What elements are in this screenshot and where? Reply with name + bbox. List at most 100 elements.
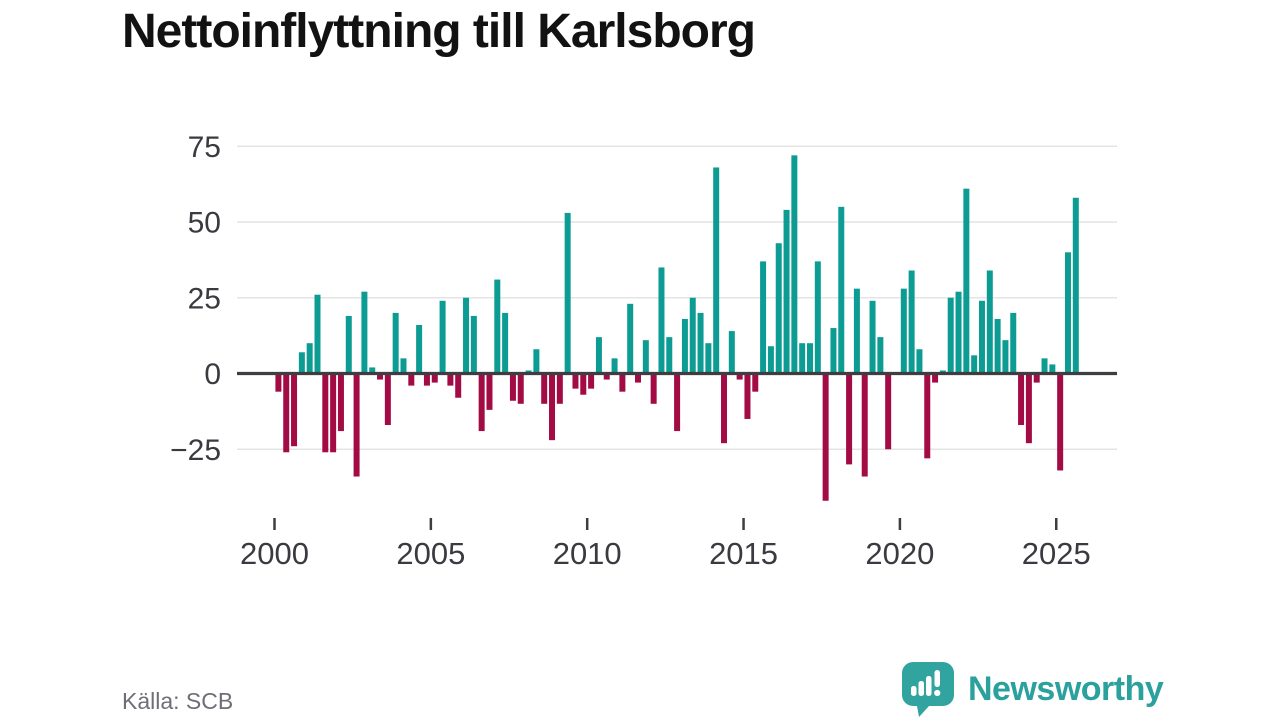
source-label: Källa: SCB — [122, 688, 234, 714]
chart-bar-2012Q1 — [650, 373, 657, 404]
chart-bar-2013Q3 — [697, 312, 704, 374]
chart-bar-2013Q4 — [705, 343, 712, 374]
chart-bar-2023Q2 — [1002, 340, 1009, 374]
chart-bar-2007Q3 — [509, 373, 516, 401]
logo-bar-medium — [918, 681, 924, 696]
chart-bar-2024Q2 — [1033, 373, 1040, 383]
chart-bar-2015Q1 — [744, 373, 751, 419]
chart-bar-2019Q2 — [877, 337, 884, 374]
chart-bar-2001Q3 — [322, 373, 329, 453]
logo-bar-short — [911, 686, 917, 696]
y-axis-label-50: 50 — [188, 207, 221, 240]
chart-bar-2001Q4 — [330, 373, 337, 453]
x-axis-label-2025: 2025 — [1022, 536, 1091, 571]
chart-bar-2011Q1 — [619, 373, 626, 392]
chart-bar-2000Q1 — [275, 373, 282, 392]
chart-bar-2003Q4 — [392, 312, 399, 374]
chart-bar-2009Q1 — [556, 373, 563, 404]
x-axis-label-2010: 2010 — [553, 536, 622, 571]
chart-bar-2024Q1 — [1025, 373, 1032, 444]
x-axis-label-2020: 2020 — [865, 536, 934, 571]
chart-title: Nettoinflyttning till Karlsborg — [122, 5, 756, 58]
chart-bar-2010Q2 — [595, 337, 602, 374]
chart-bar-2020Q3 — [916, 349, 923, 374]
chart-bar-2006Q2 — [470, 315, 477, 374]
chart-bar-2012Q2 — [658, 267, 665, 374]
chart-bar-2016Q3 — [791, 155, 798, 374]
chart-bar-2020Q2 — [908, 270, 915, 374]
chart-bar-2010Q4 — [611, 358, 618, 374]
chart-bar-2024Q4 — [1049, 364, 1056, 374]
chart-bar-2017Q2 — [814, 261, 821, 374]
chart-bar-2000Q3 — [291, 373, 298, 447]
chart-bar-2016Q2 — [783, 209, 790, 374]
chart-bar-2009Q4 — [580, 373, 587, 395]
logo-bar-tall — [926, 676, 932, 696]
chart-bar-2014Q2 — [721, 373, 728, 444]
chart-bar-2006Q4 — [486, 373, 493, 410]
chart-bar-2021Q4 — [955, 291, 962, 374]
chart-bar-2022Q1 — [963, 188, 970, 374]
chart-bar-2006Q1 — [463, 297, 470, 374]
chart-bar-2002Q3 — [353, 373, 360, 477]
chart-bar-2021Q3 — [947, 297, 954, 374]
chart-bar-2011Q3 — [635, 373, 642, 383]
chart-bar-2003Q2 — [377, 373, 384, 380]
chart-bar-2005Q2 — [439, 300, 446, 374]
chart-bar-2010Q3 — [603, 373, 610, 380]
chart-bar-2014Q1 — [713, 167, 720, 374]
y-axis-label-75: 75 — [188, 131, 221, 164]
chart-bar-2018Q2 — [846, 373, 853, 465]
chart-bar-2013Q2 — [689, 297, 696, 374]
chart-bar-2007Q4 — [517, 373, 524, 404]
chart-bar-2004Q2 — [408, 373, 415, 386]
chart-bar-2023Q3 — [1010, 312, 1017, 374]
chart-bar-2014Q4 — [736, 373, 743, 380]
chart-bar-2014Q3 — [728, 331, 735, 374]
chart-bar-2020Q4 — [924, 373, 931, 459]
chart-bar-2025Q1 — [1057, 373, 1064, 471]
chart-bar-2015Q2 — [752, 373, 759, 392]
chart-bar-2002Q2 — [345, 315, 352, 374]
chart-bar-2004Q1 — [400, 358, 407, 374]
chart-bar-2013Q1 — [681, 318, 688, 374]
newsworthy-logo-icon — [902, 662, 954, 717]
chart-bar-2002Q1 — [337, 373, 344, 432]
chart-bar-2017Q3 — [822, 373, 829, 501]
logo-exclamation-stem — [934, 670, 940, 687]
chart-bar-2019Q1 — [869, 300, 876, 374]
chart-bar-2012Q3 — [666, 337, 673, 374]
chart-bar-2018Q4 — [861, 373, 868, 477]
chart-bar-2025Q3 — [1072, 197, 1079, 374]
chart-bar-2008Q4 — [549, 373, 556, 441]
brand-name: Newsworthy — [968, 669, 1164, 708]
chart-bar-2005Q4 — [455, 373, 462, 398]
chart-bar-2016Q1 — [775, 243, 782, 374]
chart-bar-2007Q1 — [494, 279, 501, 374]
chart-bar-2017Q1 — [807, 343, 813, 374]
chart-bar-2022Q3 — [978, 300, 985, 374]
chart-bar-2018Q1 — [838, 206, 845, 374]
y-axis-label--25: −25 — [170, 434, 221, 467]
chart-bar-2015Q3 — [760, 261, 767, 374]
chart-bar-2023Q4 — [1018, 373, 1025, 426]
chart-bar-2020Q1 — [900, 288, 907, 374]
chart-bar-2003Q3 — [384, 373, 391, 426]
chart-bar-2015Q4 — [767, 346, 774, 374]
x-axis-label-2005: 2005 — [396, 536, 465, 571]
chart-bar-2006Q3 — [478, 373, 485, 432]
chart-bar-2008Q3 — [541, 373, 548, 404]
chart-bar-2005Q1 — [431, 373, 438, 383]
chart-bar-2000Q4 — [298, 352, 305, 374]
chart-bar-2004Q3 — [416, 325, 423, 374]
chart-bar-2023Q1 — [994, 318, 1001, 374]
chart-bar-2008Q2 — [533, 349, 540, 374]
chart-bar-2009Q2 — [564, 212, 571, 374]
x-axis-label-2000: 2000 — [240, 536, 309, 571]
chart-bar-2005Q3 — [447, 373, 454, 386]
chart-bar-2024Q3 — [1041, 358, 1048, 374]
chart-bar-2019Q3 — [885, 373, 892, 450]
chart-bar-2007Q2 — [502, 312, 509, 374]
chart-bar-2004Q4 — [423, 373, 430, 386]
